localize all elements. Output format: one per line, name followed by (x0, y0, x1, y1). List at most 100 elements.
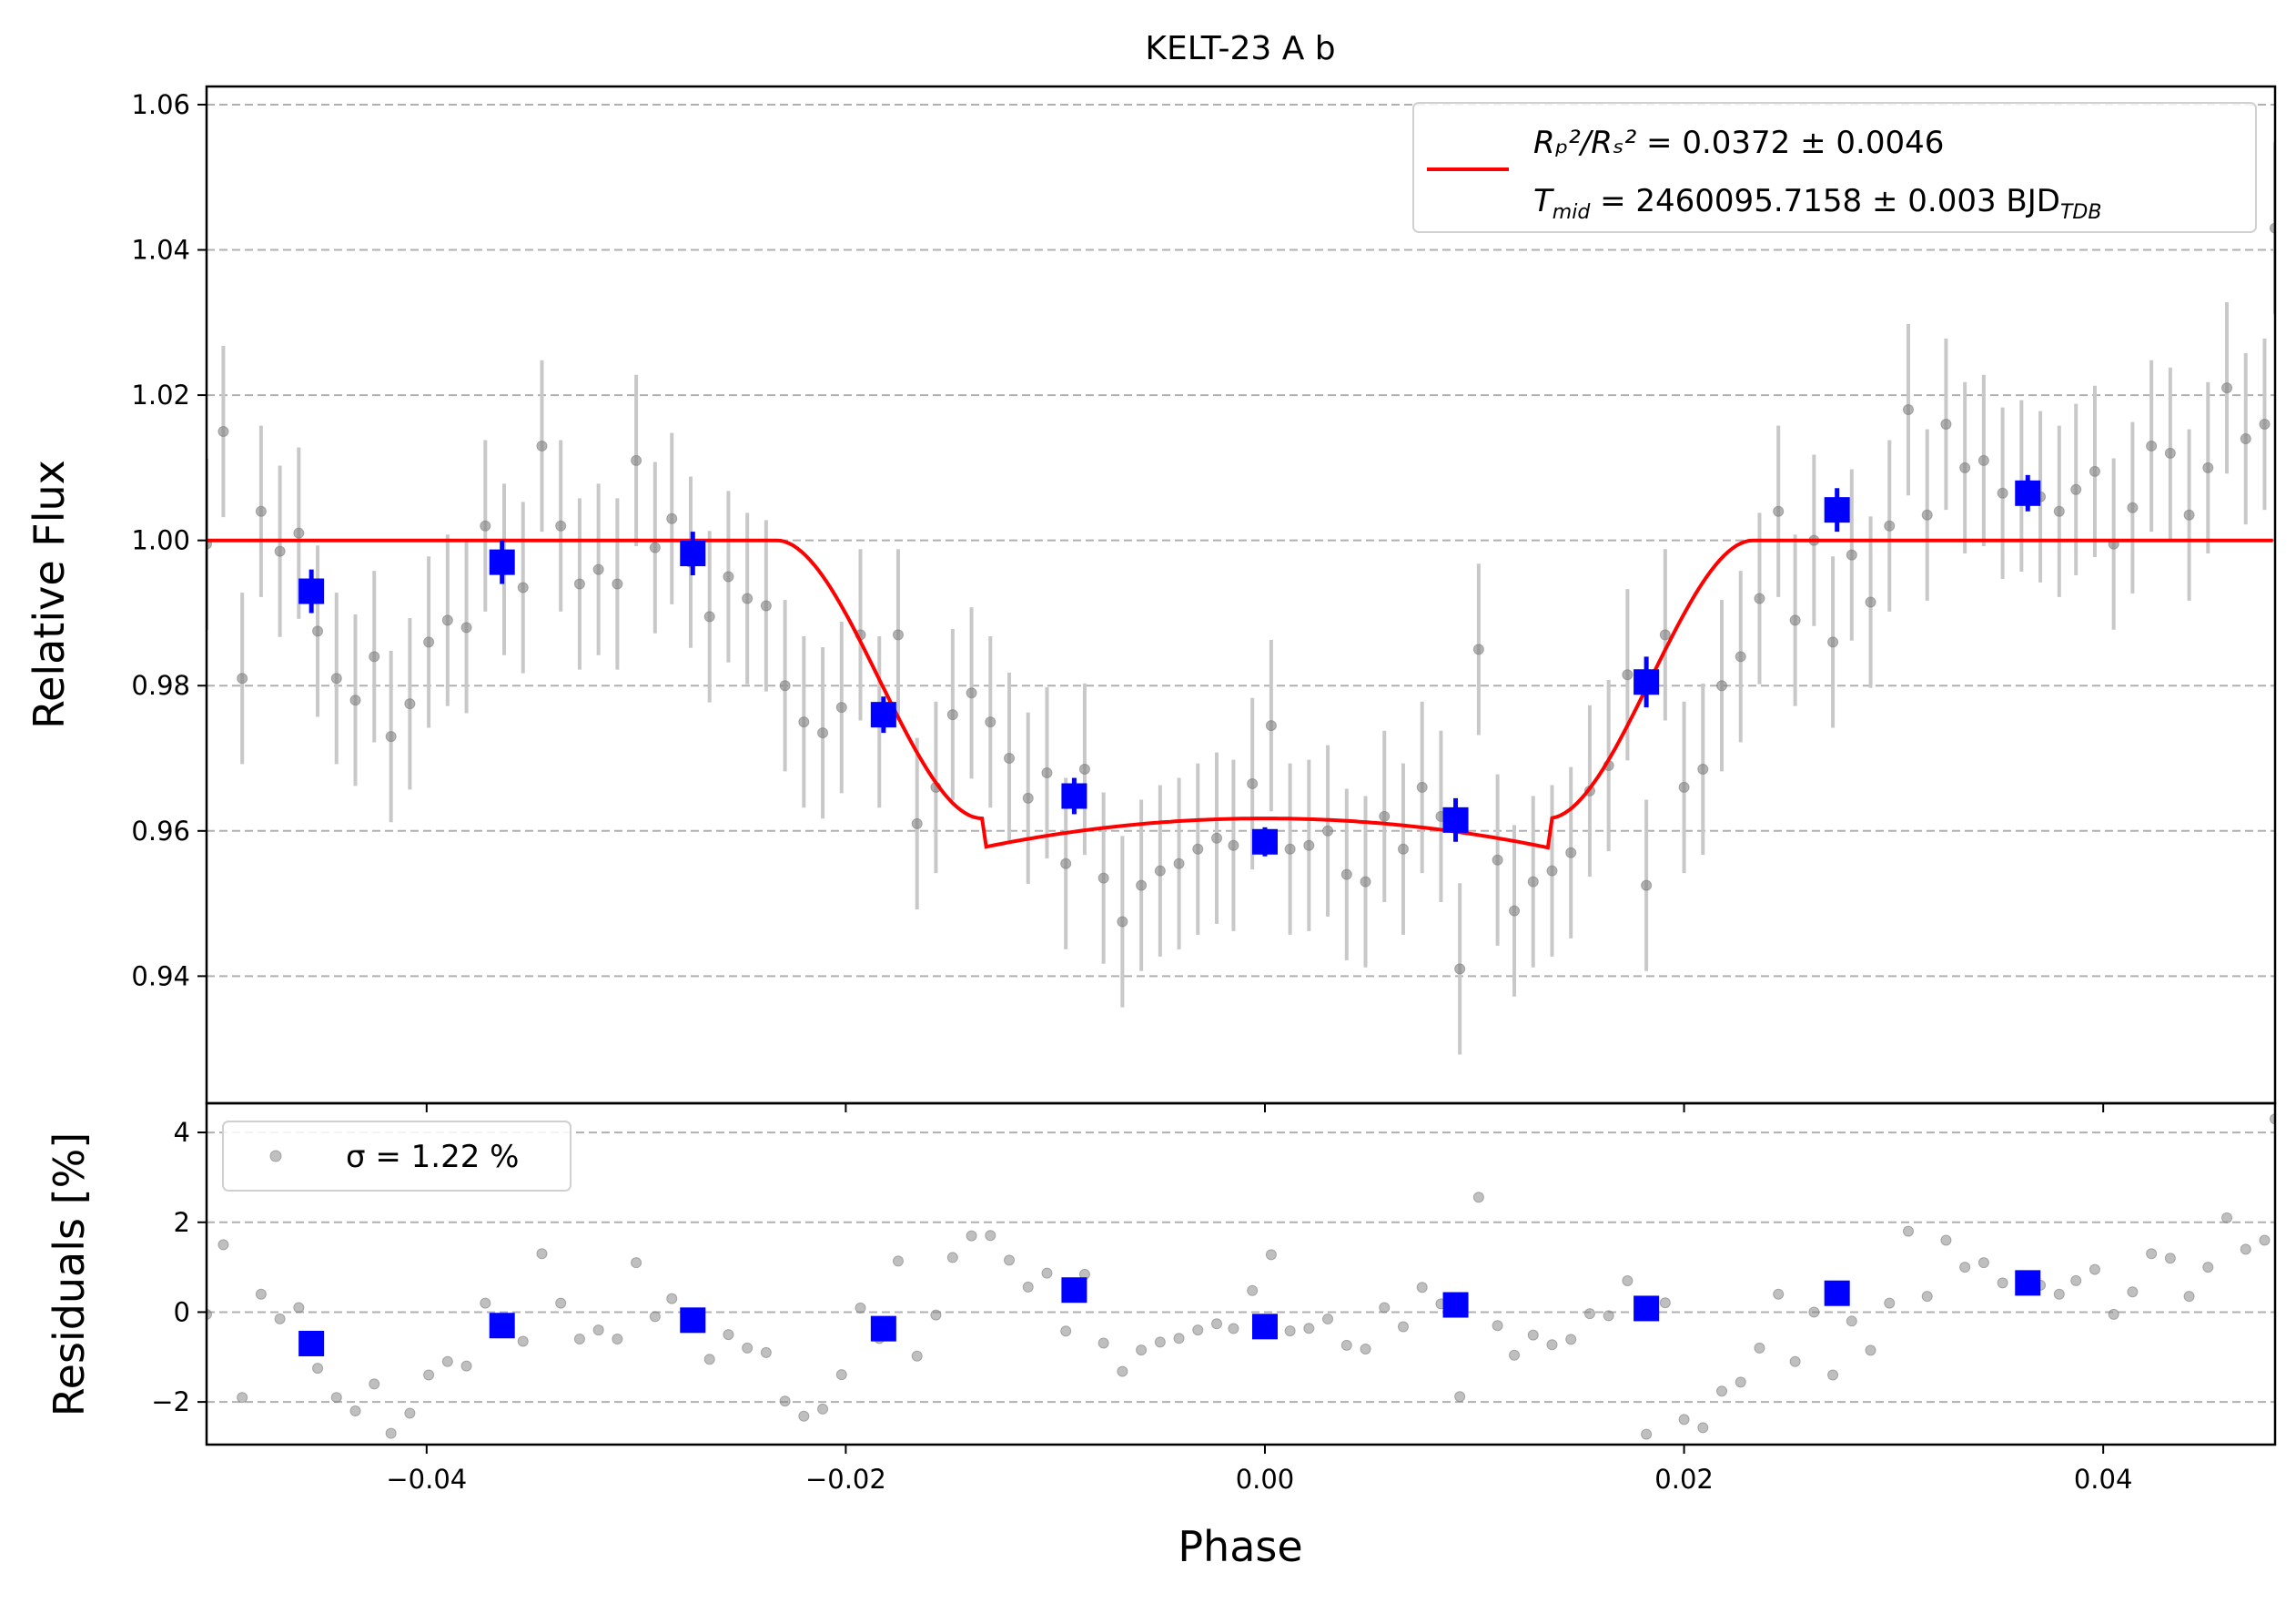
residual-point (1678, 1414, 1690, 1425)
binned-residual (1633, 1295, 1660, 1322)
model-legend: Rₚ²/Rₛ² = 0.0372 ± 0.0046 Tmid = 2460095… (1412, 102, 2257, 233)
residual-point (1546, 1339, 1558, 1351)
residual-legend: σ = 1.22 % (222, 1121, 571, 1192)
residual-point (2053, 1288, 2065, 1300)
raw-point (1959, 462, 1971, 473)
residual-point (2070, 1274, 2082, 1286)
binned-point (1633, 669, 1660, 695)
bottom-panel: −2 0 2 4 −0.04 −0.02 0.00 0.02 0.04 Residuals [… (45, 1101, 2277, 1571)
residual-point (1940, 1234, 1952, 1246)
raw-point (1716, 680, 1728, 692)
raw-point (1284, 843, 1296, 855)
raw-point (835, 702, 847, 714)
raw-point (2270, 222, 2275, 234)
raw-point (1641, 879, 1653, 891)
raw-point (480, 520, 491, 532)
raw-point (2089, 465, 2100, 477)
raw-point (1940, 419, 1952, 431)
model-legend-box (1412, 102, 2257, 233)
residual-point (1192, 1324, 1204, 1336)
raw-point (2259, 419, 2271, 431)
raw-point (460, 622, 472, 634)
raw-point (1173, 857, 1185, 869)
residual-point (1827, 1369, 1839, 1381)
binned-point (1824, 497, 1850, 523)
raw-point (2146, 440, 2158, 451)
residual-point (1097, 1337, 1109, 1349)
residual-point (255, 1288, 267, 1300)
binned-residual (298, 1330, 325, 1356)
raw-point (1322, 825, 1334, 837)
binned-point (489, 549, 515, 575)
residual-point (1902, 1225, 1914, 1237)
raw-point (573, 578, 585, 590)
residual-point (293, 1302, 305, 1314)
legend-depth-lhs: Rₚ²/Rₛ² (1533, 125, 1637, 161)
residual-point (573, 1334, 585, 1345)
residual-point (930, 1309, 942, 1321)
x-tick-label: 0.02 (1654, 1464, 1714, 1495)
y-tick-label: 0.94 (131, 960, 190, 991)
legend-tmid-lhs: T (1533, 183, 1554, 219)
y-tick-label: 0 (174, 1296, 190, 1327)
residual-point (1697, 1422, 1709, 1434)
y-tick-label: 2 (174, 1207, 190, 1238)
raw-point (2183, 509, 2195, 521)
raw-point (1060, 857, 1072, 869)
raw-point (1416, 781, 1428, 793)
bottom-panel-frame (205, 1101, 2277, 1446)
residual-point (274, 1313, 286, 1324)
binned-point (870, 702, 896, 728)
residual-point (1454, 1391, 1466, 1403)
raw-point (1773, 505, 1785, 517)
residual-point (1565, 1334, 1577, 1345)
raw-point (369, 651, 380, 663)
residual-point (631, 1257, 642, 1269)
raw-point (237, 673, 248, 685)
raw-point (1136, 879, 1148, 891)
residual-point (385, 1427, 397, 1439)
residual-point (1340, 1339, 1352, 1351)
raw-point (1454, 963, 1466, 975)
binned-residual (1251, 1314, 1278, 1340)
raw-point (1247, 777, 1259, 789)
residual-point (2259, 1234, 2271, 1246)
raw-point (293, 527, 305, 539)
binned-point (298, 578, 325, 604)
y-tick-label: 0.98 (131, 670, 190, 701)
residual-point (966, 1230, 977, 1242)
residual-point (703, 1354, 715, 1365)
residual-point (1173, 1333, 1185, 1344)
residual-point (1041, 1267, 1053, 1279)
raw-point (817, 727, 829, 739)
raw-point (2164, 447, 2176, 459)
residual-point (946, 1252, 958, 1263)
residual-point (666, 1293, 678, 1304)
raw-point (1997, 487, 2008, 499)
raw-point (911, 817, 923, 829)
residual-legend-label: σ = 1.22 % (346, 1139, 519, 1175)
binned-residual (1061, 1277, 1087, 1304)
residual-point (1659, 1297, 1671, 1309)
raw-point (742, 593, 754, 604)
raw-point (555, 520, 567, 532)
raw-point (1846, 549, 1857, 561)
raw-point (2240, 432, 2251, 444)
raw-point (1977, 454, 1989, 466)
residual-point (2164, 1253, 2176, 1264)
raw-point (798, 716, 810, 728)
raw-point (1397, 843, 1409, 855)
raw-point (1004, 753, 1016, 765)
legend-depth-rhs: = 0.0372 ± 0.0046 (1636, 125, 1944, 161)
residual-point (1303, 1323, 1315, 1334)
y-tick-label: 1.02 (131, 380, 190, 411)
raw-point (349, 695, 361, 706)
residual-point (1884, 1297, 1896, 1309)
residual-point (2089, 1263, 2100, 1275)
residual-point (1022, 1281, 1034, 1293)
binned-residual (1442, 1292, 1469, 1318)
residual-point (1004, 1254, 1016, 1266)
residual-point (985, 1230, 996, 1242)
y-tick-label: 1.04 (131, 235, 190, 266)
raw-point (1211, 832, 1223, 844)
